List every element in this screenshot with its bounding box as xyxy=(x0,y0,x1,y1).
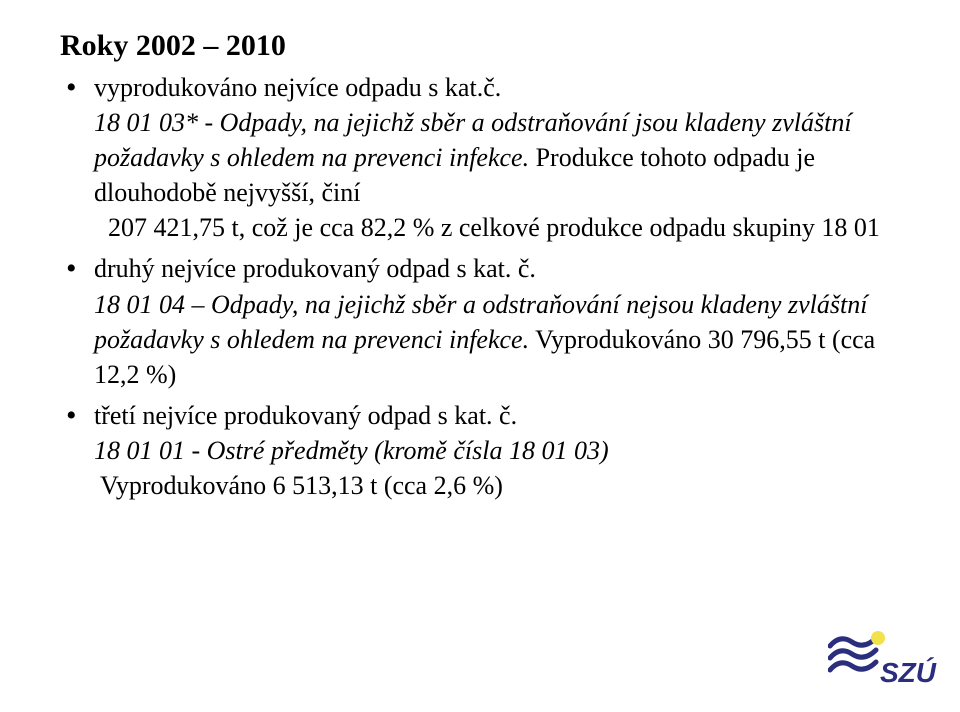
logo-text: SZÚ xyxy=(880,657,937,688)
bullet-3-tail: Vyprodukováno 6 513,13 t (cca 2,6 %) xyxy=(94,468,900,503)
bullet-1: vyprodukováno nejvíce odpadu s kat.č. 18… xyxy=(60,70,900,245)
bullet-2: druhý nejvíce produkovaný odpad s kat. č… xyxy=(60,251,900,391)
bullet-list: vyprodukováno nejvíce odpadu s kat.č. 18… xyxy=(60,70,900,503)
bullet-3-lead: třetí nejvíce produkovaný odpad s kat. č… xyxy=(94,401,517,430)
logo-waves-icon xyxy=(830,638,876,670)
szu-logo-svg: SZÚ xyxy=(828,628,938,694)
bullet-2-lead: druhý nejvíce produkovaný odpad s kat. č… xyxy=(94,254,536,283)
bullet-3: třetí nejvíce produkovaný odpad s kat. č… xyxy=(60,398,900,503)
bullet-1-lead: vyprodukováno nejvíce odpadu s kat.č. xyxy=(94,73,501,102)
bullet-1-tail2: 207 421,75 t, což je cca 82,2 % z celkov… xyxy=(94,210,900,245)
slide: Roky 2002 – 2010 vyprodukováno nejvíce o… xyxy=(0,0,960,712)
logo-sun-icon xyxy=(871,631,885,645)
slide-title: Roky 2002 – 2010 xyxy=(60,28,900,64)
szu-logo: SZÚ xyxy=(828,628,938,694)
bullet-3-italic: 18 01 01 - Ostré předměty (kromě čísla 1… xyxy=(94,436,609,465)
